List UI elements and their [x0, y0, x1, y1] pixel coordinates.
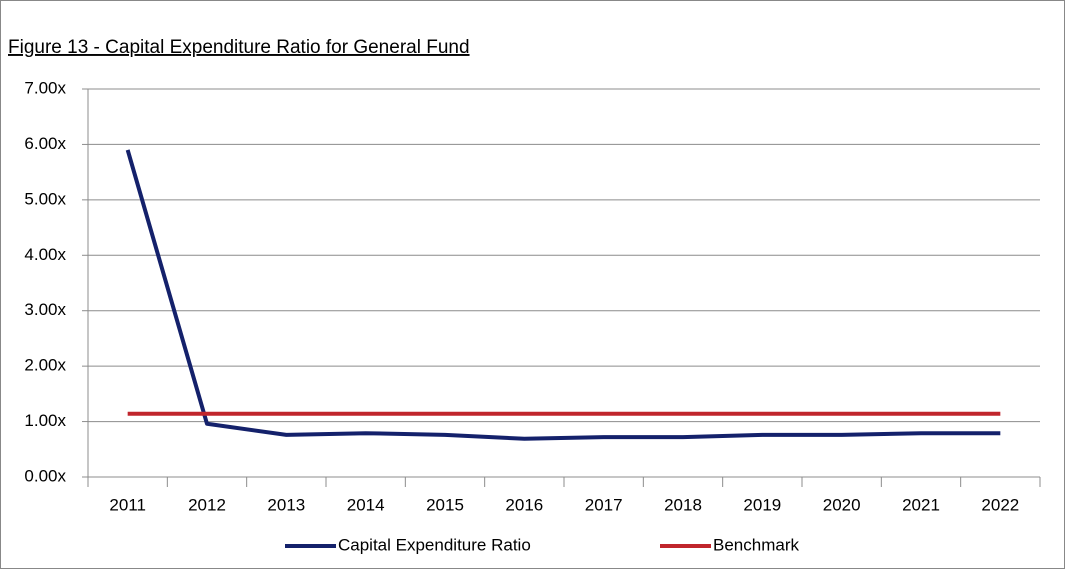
legend-label: Capital Expenditure Ratio — [338, 535, 531, 554]
x-tick-label: 2016 — [505, 495, 543, 514]
x-tick-label: 2019 — [743, 495, 781, 514]
y-tick-label: 1.00x — [24, 411, 66, 430]
y-tick-label: 6.00x — [24, 134, 66, 153]
x-tick-label: 2017 — [585, 495, 623, 514]
y-tick-label: 5.00x — [24, 189, 66, 208]
x-tick-label: 2011 — [109, 495, 146, 514]
x-tick-label: 2014 — [347, 495, 385, 514]
x-tick-label: 2015 — [426, 495, 464, 514]
x-tick-label: 2020 — [823, 495, 861, 514]
chart-title: Figure 13 - Capital Expenditure Ratio fo… — [8, 37, 470, 58]
x-tick-label: 2018 — [664, 495, 702, 514]
y-tick-label: 3.00x — [24, 300, 66, 319]
y-tick-label: 2.00x — [24, 356, 66, 375]
x-tick-label: 2022 — [981, 495, 1019, 514]
y-tick-label: 4.00x — [24, 245, 66, 264]
x-tick-label: 2012 — [188, 495, 226, 514]
y-tick-label: 7.00x — [24, 78, 66, 97]
x-tick-label: 2013 — [267, 495, 305, 514]
series-line — [125, 149, 1001, 441]
legend-label: Benchmark — [713, 535, 799, 554]
y-tick-label: 0.00x — [24, 466, 66, 485]
x-tick-label: 2021 — [902, 495, 940, 514]
